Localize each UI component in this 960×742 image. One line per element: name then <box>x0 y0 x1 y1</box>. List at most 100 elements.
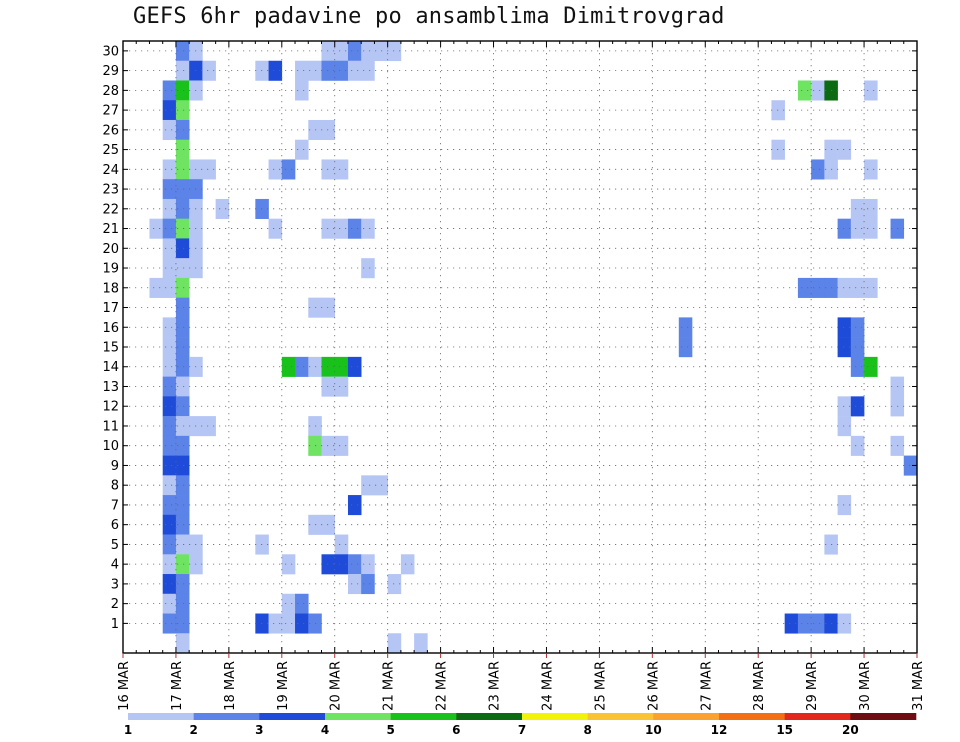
heatmap-cell <box>268 613 283 634</box>
heatmap-cell <box>162 218 177 239</box>
colorbar-label: 1 <box>124 723 132 737</box>
colorbar-swatch <box>850 713 917 720</box>
y-tick-label: 29 <box>102 64 119 79</box>
heatmap-cell <box>175 159 190 180</box>
heatmap-cell <box>175 80 190 101</box>
heatmap-cell <box>361 554 375 575</box>
heatmap-cell <box>334 554 349 575</box>
colorbar-swatch <box>587 713 654 720</box>
heatmap-cell <box>864 356 878 377</box>
heatmap-cell <box>175 139 190 160</box>
heatmap-cell <box>295 60 309 81</box>
heatmap-cell <box>162 277 177 298</box>
colorbar-label: 20 <box>842 723 859 737</box>
heatmap-cell <box>837 337 852 358</box>
y-tick-label: 11 <box>102 419 119 434</box>
y-tick-label: 4 <box>111 558 119 573</box>
heatmap-cell <box>162 574 177 595</box>
heatmap-cell <box>321 435 336 456</box>
colorbar-label: 7 <box>518 723 526 737</box>
heatmap-cell <box>797 80 812 101</box>
heatmap-cell <box>850 218 865 239</box>
heatmap-cell <box>281 159 296 180</box>
heatmap-cell <box>175 297 190 318</box>
heatmap-cell <box>175 396 190 417</box>
heatmap-cell <box>162 455 177 476</box>
heatmap-cell <box>175 41 190 62</box>
heatmap-cell <box>334 41 349 62</box>
y-tick-label: 27 <box>102 104 119 119</box>
colorbar-swatch <box>653 713 720 720</box>
y-tick-label: 10 <box>102 439 119 454</box>
heatmap-cell <box>268 159 283 180</box>
heatmap-cell <box>347 574 362 595</box>
heatmap-cell <box>321 218 336 239</box>
y-tick-label: 12 <box>102 400 119 415</box>
colorbar-label: 6 <box>452 723 460 737</box>
heatmap-cell <box>162 238 177 259</box>
heatmap-cell <box>387 633 402 654</box>
heatmap-cell <box>850 337 865 358</box>
heatmap-cell <box>334 60 349 81</box>
heatmap-cell <box>321 60 336 81</box>
heatmap-cell <box>864 198 878 219</box>
heatmap-cell <box>850 317 865 338</box>
y-tick-label: 18 <box>102 281 119 296</box>
y-tick-label: 5 <box>111 538 119 553</box>
x-tick-label: 26 MAR <box>646 661 661 711</box>
heatmap-cell <box>215 198 230 219</box>
heatmap-cell <box>295 593 309 614</box>
heatmap-cell <box>175 100 190 121</box>
y-tick-label: 28 <box>102 84 119 99</box>
heatmap-cell <box>175 277 190 298</box>
heatmap-cell <box>837 613 852 634</box>
heatmap-cell <box>361 218 375 239</box>
heatmap-cell <box>903 455 918 476</box>
heatmap-cell <box>797 613 812 634</box>
heatmap-cell <box>175 258 190 279</box>
heatmap-cell <box>162 613 177 634</box>
y-tick-label: 17 <box>102 301 119 316</box>
heatmap-cell <box>202 159 216 180</box>
heatmap-cell <box>850 356 865 377</box>
heatmap-cell <box>295 613 309 634</box>
heatmap-cell <box>162 317 177 338</box>
colorbar-swatch <box>784 713 851 720</box>
heatmap-cell <box>175 218 190 239</box>
colorbar-label: 8 <box>583 723 591 737</box>
heatmap-cell <box>149 218 163 239</box>
heatmap-cell <box>321 159 336 180</box>
heatmap-cell <box>281 356 296 377</box>
heatmap-cell <box>162 159 177 180</box>
y-tick-label: 25 <box>102 143 119 158</box>
colorbar-swatch <box>456 713 523 720</box>
heatmap-cell <box>864 218 878 239</box>
x-tick-label: 21 MAR <box>382 661 397 711</box>
heatmap-cell <box>149 277 163 298</box>
heatmap-cell <box>162 198 177 219</box>
y-tick-label: 6 <box>111 518 119 533</box>
heatmap-cell <box>347 495 362 516</box>
heatmap-cell <box>175 435 190 456</box>
x-tick-label: 17 MAR <box>170 661 185 711</box>
heatmap-cell <box>347 41 362 62</box>
heatmap-cell <box>175 337 190 358</box>
x-tick-label: 18 MAR <box>223 661 238 711</box>
colorbar-label: 2 <box>189 723 197 737</box>
heatmap-cell <box>797 277 812 298</box>
heatmap-cell <box>175 633 190 654</box>
colorbar-swatch <box>390 713 457 720</box>
colorbar-label: 5 <box>386 723 394 737</box>
heatmap-cell <box>175 574 190 595</box>
heatmap-cell <box>162 495 177 516</box>
heatmap-cell <box>281 593 296 614</box>
heatmap-cell <box>321 514 336 535</box>
heatmap-cell <box>175 554 190 575</box>
heatmap-cell <box>175 475 190 496</box>
heatmap-cell <box>864 159 878 180</box>
y-tick-label: 8 <box>111 479 119 494</box>
heatmap-cell <box>202 416 216 437</box>
x-tick-label: 28 MAR <box>752 661 767 711</box>
heatmap-cell <box>811 159 825 180</box>
